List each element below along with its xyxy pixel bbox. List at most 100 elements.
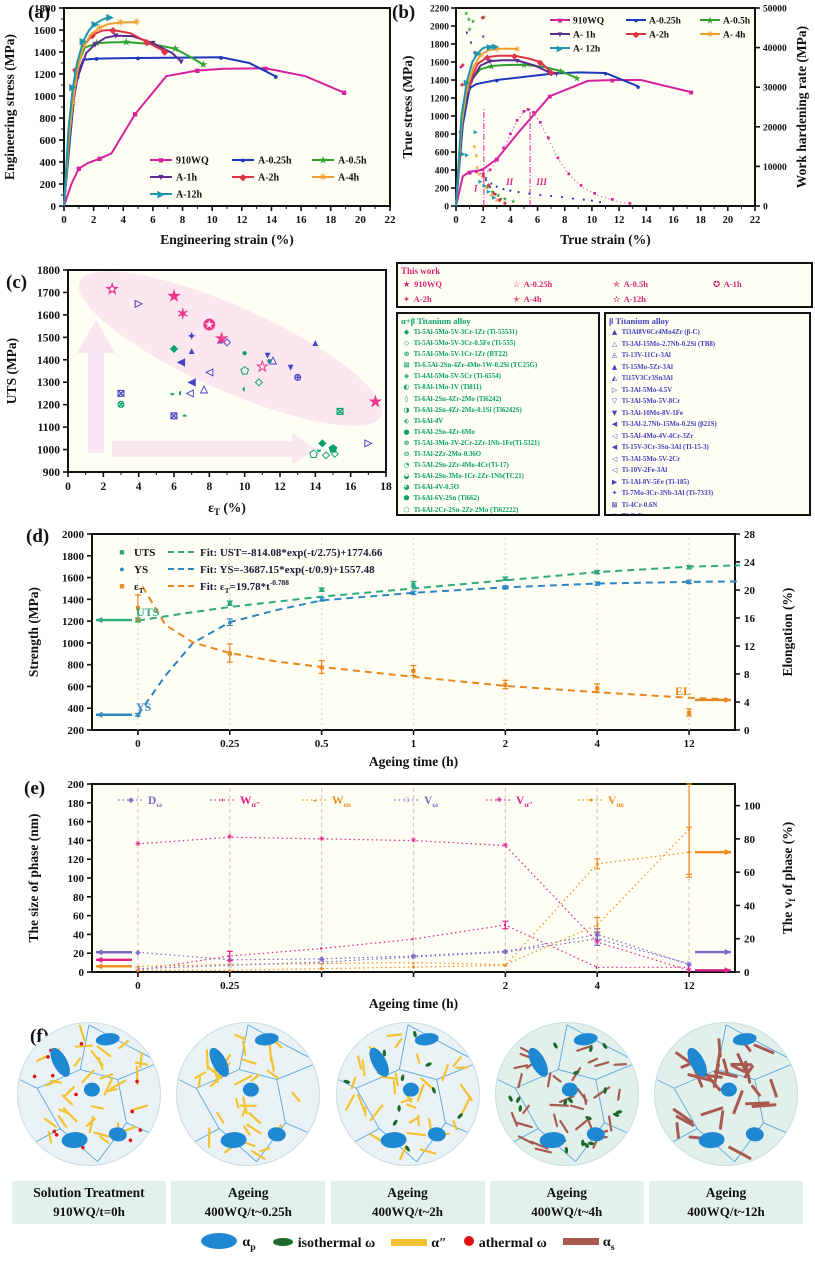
svg-text:✳: ✳ — [464, 85, 471, 94]
svg-text:✳: ✳ — [707, 30, 714, 39]
svg-text:▼: ▼ — [91, 39, 100, 49]
svg-text:6: 6 — [171, 481, 177, 493]
svg-text:◐: ◐ — [687, 963, 691, 971]
legend-marker-icon: ⬠ — [403, 505, 410, 514]
legend-marker-icon: △ — [611, 339, 618, 348]
legend-marker-icon: ◇ — [403, 339, 410, 348]
svg-text:A-0.5h: A-0.5h — [338, 156, 367, 167]
svg-text:The vf of phase (%): The vf of phase (%) — [780, 822, 797, 935]
svg-text:10000: 10000 — [763, 163, 787, 173]
svg-text:■: ■ — [522, 109, 525, 115]
svg-text:12: 12 — [274, 481, 286, 493]
svg-text:0: 0 — [744, 967, 750, 979]
svg-text:◆: ◆ — [491, 191, 496, 197]
svg-text:18: 18 — [695, 215, 706, 226]
svg-text:✳: ✳ — [227, 833, 233, 841]
svg-text:●: ● — [687, 577, 692, 587]
legend-marker-icon: ◊ — [404, 394, 409, 403]
legend-item: ⊕ Ti-5Al-5Mo-5V-1Cr-1Zr (BT22) — [401, 349, 595, 360]
svg-text:⊕: ⊕ — [293, 372, 301, 383]
svg-text:✳: ✳ — [477, 50, 484, 59]
svg-text:●: ● — [266, 355, 272, 366]
svg-text:A-12h: A-12h — [176, 190, 203, 201]
legend-marker-icon: ⊠ — [403, 361, 410, 370]
legend-item: ▶ Ti-1Al-8V-5Fe (Ti-185) — [609, 477, 806, 489]
svg-text:★: ★ — [511, 199, 516, 205]
svg-text:▼: ▼ — [468, 41, 473, 46]
svg-text:Engineering strain (%): Engineering strain (%) — [160, 232, 294, 247]
svg-text:120: 120 — [68, 854, 85, 866]
svg-text:20000: 20000 — [763, 123, 787, 133]
svg-text:600: 600 — [40, 135, 57, 147]
legend-item: ⊗ Ti-5Al-3Mo-3V-2Cr-2Zr-1Nb-1Fe(Ti-5321) — [401, 438, 595, 449]
svg-text:●: ● — [94, 54, 99, 64]
legend-marker-icon: ◁ — [611, 454, 618, 463]
svg-text:★: ★ — [464, 10, 469, 16]
svg-text:■: ■ — [119, 547, 124, 557]
series-A-12h: ▶▶▶▶ — [63, 12, 114, 207]
svg-text:1000: 1000 — [430, 113, 449, 123]
svg-text:●: ● — [503, 582, 508, 592]
legend-box-title: This work — [401, 266, 441, 276]
svg-text:✳: ✳ — [475, 165, 480, 171]
svg-text:Engineering stress (MPa): Engineering stress (MPa) — [2, 34, 17, 180]
legend-item: ◒ Ti-6Al-2Sn-3Mo-1Cr-2Zr-1Nb(TC21) — [401, 471, 595, 482]
stage-subtitle: 400WQ/t~2h — [371, 1204, 444, 1219]
series-A-12h: ▶▶▶▶ — [455, 41, 499, 207]
svg-text:22: 22 — [385, 214, 397, 226]
svg-text:■: ■ — [687, 562, 692, 572]
svg-text:●: ● — [560, 195, 563, 200]
svg-text:■: ■ — [547, 136, 550, 142]
svg-text:■: ■ — [556, 155, 559, 161]
svg-text:●: ● — [539, 193, 542, 198]
svg-text:600: 600 — [68, 681, 85, 693]
legend-marker-icon: ◭ — [611, 374, 618, 382]
svg-text:18: 18 — [380, 481, 392, 493]
microstructure-stage-3: Ageing 400WQ/t~4h — [489, 1018, 644, 1224]
svg-text:■: ■ — [263, 63, 268, 73]
svg-text:100: 100 — [68, 873, 85, 885]
legend-item: ✯ A-0.5h — [612, 279, 648, 290]
panel-d-strength-elongation-chart: 0 0.25 0.5 1 2 4 12200400600800100012001400160… — [26, 529, 795, 769]
right-arrow-shape — [112, 433, 316, 465]
stage-subtitle: 400WQ/t~12h — [687, 1204, 765, 1219]
svg-text:Fit: YS=-3687.15*exp(-t/0.9)+1: Fit: YS=-3687.15*exp(-t/0.9)+1557.48 — [200, 564, 375, 576]
panel-f-legend: αp isothermal ω α″ athermal ω αs — [0, 1232, 815, 1255]
svg-text:●: ● — [582, 198, 585, 203]
svg-text:●: ● — [589, 796, 593, 804]
svg-text:0: 0 — [444, 203, 449, 213]
svg-text:▶: ▶ — [463, 77, 471, 86]
svg-text:1600: 1600 — [430, 59, 449, 69]
svg-text:◆: ◆ — [239, 172, 248, 182]
svg-text:12: 12 — [744, 641, 756, 653]
legend-marker-icon: ◀ — [611, 443, 618, 451]
legend-item: △ Ti-3Al-15Mo-2.7Nb-0.2Si (TB8) — [609, 339, 806, 351]
svg-text:4: 4 — [594, 980, 600, 992]
svg-text:1800: 1800 — [34, 3, 57, 15]
svg-text:▼: ▼ — [513, 56, 521, 65]
svg-text:■: ■ — [595, 683, 600, 693]
legend-marker-icon: ◔ — [403, 461, 410, 470]
svg-text:YS: YS — [134, 564, 148, 576]
svg-text:30000: 30000 — [763, 84, 787, 94]
svg-text:□: □ — [136, 965, 141, 973]
svg-text:●: ● — [136, 966, 140, 974]
svg-text:Strength (MPa): Strength (MPa) — [26, 587, 41, 677]
svg-text:◇: ◇ — [222, 336, 231, 347]
svg-text:■: ■ — [227, 648, 232, 658]
legend-marker-icon: ☆ — [512, 280, 521, 290]
legend-marker-icon: ◐ — [403, 383, 410, 392]
svg-text:1200: 1200 — [34, 69, 57, 81]
svg-text:■: ■ — [76, 164, 81, 174]
legend-item: ☆ A-0.25h — [512, 279, 553, 290]
svg-text:1800: 1800 — [62, 551, 85, 563]
svg-text:1000: 1000 — [37, 445, 60, 457]
svg-text:▶: ▶ — [486, 42, 494, 51]
svg-text:●: ● — [135, 710, 140, 720]
svg-text:⬟: ⬟ — [328, 444, 338, 455]
svg-text:0: 0 — [135, 980, 141, 992]
svg-text:▼: ▼ — [472, 51, 477, 56]
svg-text:40: 40 — [744, 900, 756, 912]
legend-item: ◭ Ti15V3Cr3Sn3Al — [609, 373, 806, 385]
svg-text:▼: ▼ — [263, 350, 273, 361]
